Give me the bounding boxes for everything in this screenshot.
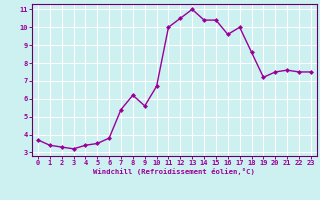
X-axis label: Windchill (Refroidissement éolien,°C): Windchill (Refroidissement éolien,°C) [93,168,255,175]
